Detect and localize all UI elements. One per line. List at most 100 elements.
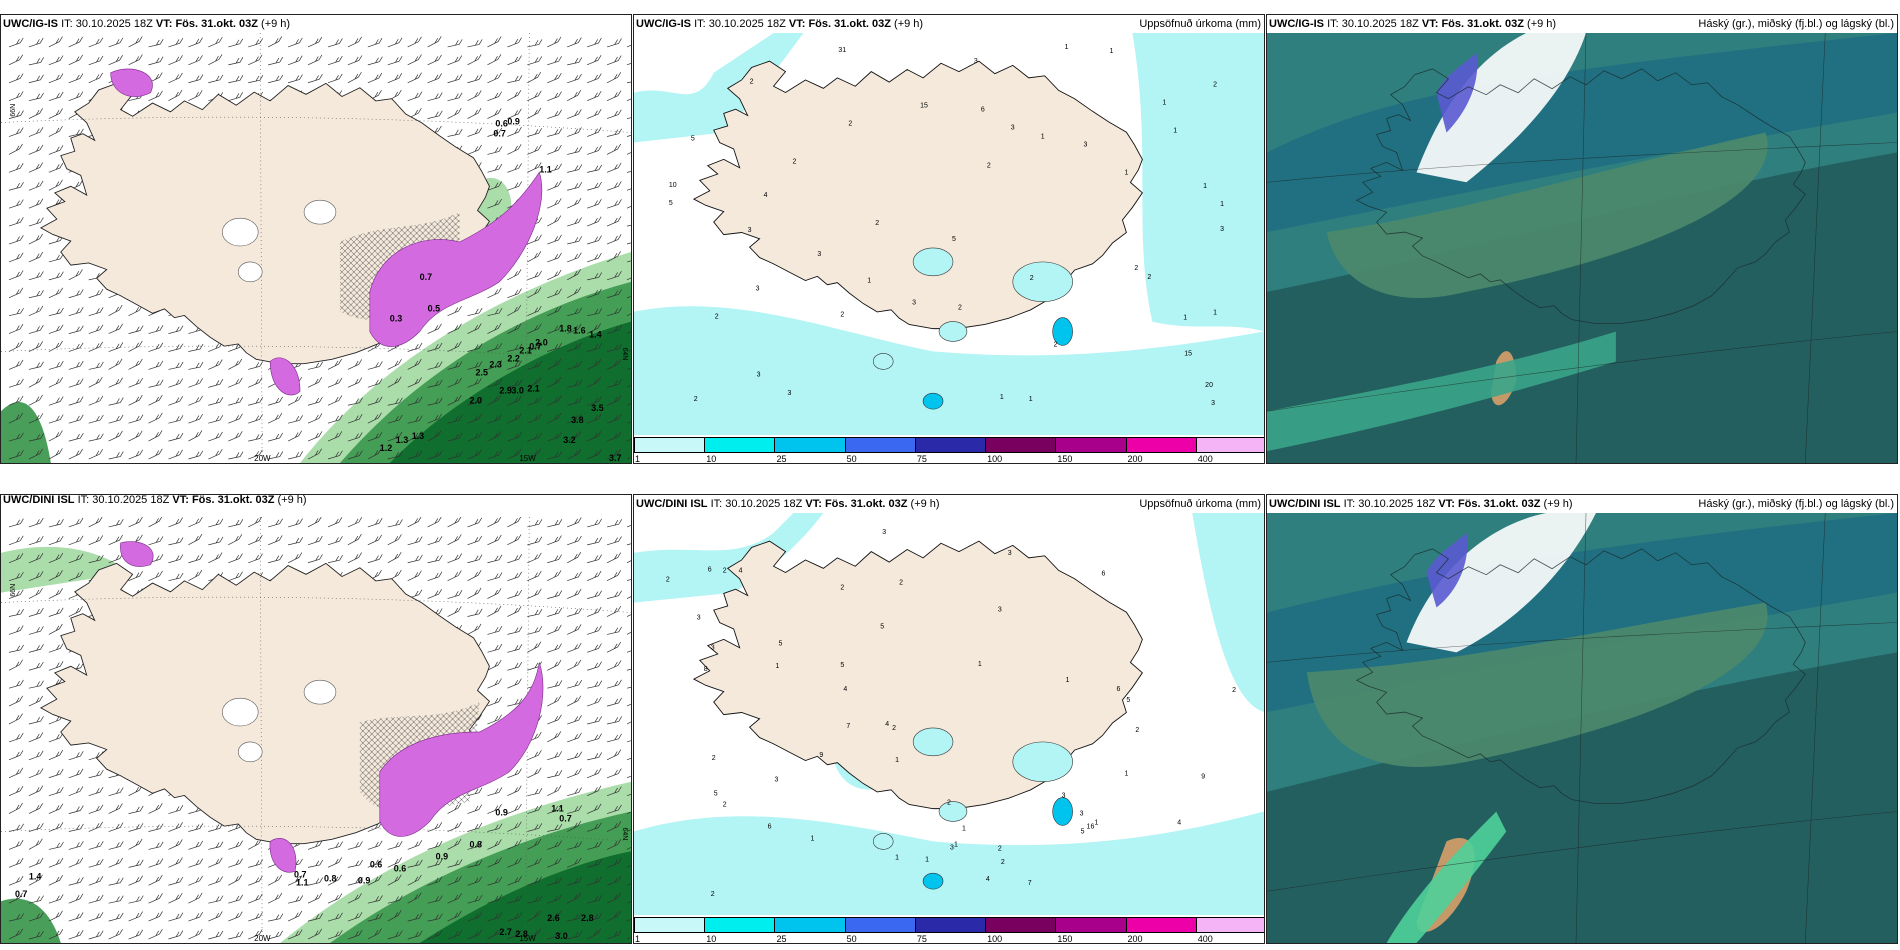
value-label: 2 (694, 396, 698, 403)
snow-area (110, 68, 153, 97)
value-label: 2 (711, 891, 715, 898)
value-label: 1.1 (539, 164, 551, 174)
value-label: 3 (912, 300, 916, 307)
value-label: 1.2 (380, 443, 392, 453)
colorbar-tick-label: 50 (846, 454, 857, 464)
graticule (1267, 513, 1897, 943)
iceland-land (692, 540, 1143, 810)
colorbar-tick-label: 150 (1057, 454, 1073, 464)
model-name: UWC/DINI ISL (1269, 498, 1341, 510)
value-label: 3 (711, 644, 715, 651)
value-label: 2 (892, 725, 896, 732)
value-label: 2.5 (475, 367, 487, 377)
panel-dini-clouds: UWC/DINI ISL IT: 30.10.2025 18Z VT: Fös.… (1266, 494, 1898, 944)
value-label: 1.6 (573, 326, 585, 336)
value-label: 5 (840, 662, 844, 669)
precip-patch (938, 321, 968, 342)
graticule (1, 33, 631, 463)
value-label: 6 (708, 567, 712, 574)
colorbar-swatch (1125, 917, 1197, 933)
value-label: 4 (843, 686, 847, 693)
colorbar-swatch (1195, 917, 1264, 933)
value-label: 1 (1041, 133, 1045, 140)
snow-area (269, 357, 301, 396)
cloud-layer (1326, 132, 1768, 299)
value-label: 1 (1066, 677, 1070, 684)
value-label: 3.0 (511, 385, 523, 395)
value-label: 9 (1201, 774, 1205, 781)
colorbar-tick-label: 75 (916, 934, 927, 944)
cloud-layer (1267, 652, 1897, 943)
value-label: 1 (1000, 394, 1004, 401)
value-label: 1 (1183, 315, 1187, 322)
panel-ig-is-precip: UWC/IG-IS IT: 30.10.2025 18Z VT: Fös. 31… (633, 14, 1265, 464)
value-label: 0.6 (370, 859, 382, 869)
valid-time: Fös. 31.okt. 03Z (824, 498, 908, 510)
value-label: 2 (848, 121, 852, 128)
colorbar-tick-label: 200 (1127, 934, 1143, 944)
value-label: 31 (838, 47, 846, 54)
colorbar: 1 10 25 50 75 100 150 200 400 (634, 435, 1264, 463)
lat-label: 66N (10, 584, 17, 597)
value-label: 2 (723, 568, 727, 575)
lat-label: 64N (621, 348, 628, 361)
value-label: 6 (768, 823, 772, 830)
value-label: 4 (986, 876, 990, 883)
value-label: 2 (1135, 727, 1139, 734)
value-label: 3 (1084, 141, 1088, 148)
panel-header: UWC/IG-IS IT: 30.10.2025 18Z VT: Fös. 31… (634, 15, 1264, 33)
colorbar-tick-label: 25 (776, 454, 787, 464)
value-label: 4 (739, 568, 743, 575)
colorbar-swatch (914, 917, 987, 933)
value-label: 3 (757, 371, 761, 378)
value-label: 1 (954, 841, 958, 848)
value-label: 4 (764, 192, 768, 199)
init-time: 30.10.2025 18Z (708, 18, 786, 30)
value-label: 3 (1062, 793, 1066, 800)
graticule (1267, 33, 1897, 463)
colorbar-swatch (704, 437, 776, 453)
value-label: 7 (1028, 880, 1032, 887)
value-label: 3 (882, 529, 886, 536)
colorbar-swatch (985, 437, 1057, 453)
value-label: 1.4 (29, 871, 41, 881)
precip-field (1192, 513, 1264, 713)
valid-time: Fös. 31.okt. 03Z (191, 494, 275, 506)
init-time: 30.10.2025 18Z (1341, 18, 1419, 30)
model-name: UWC/IG-IS (636, 18, 691, 30)
precip-patch (1012, 741, 1073, 782)
snow-area (379, 662, 544, 837)
value-label: 1 (1124, 169, 1128, 176)
precip-band (389, 321, 631, 463)
value-label: 4 (1177, 819, 1181, 826)
cloud-layer (1406, 513, 1596, 653)
value-label: 2 (1134, 265, 1138, 272)
value-label: 1.4 (589, 330, 601, 340)
value-label: 1 (1173, 128, 1177, 135)
value-label: 3 (697, 614, 701, 621)
value-label: 3 (748, 227, 752, 234)
valid-time: Fös. 31.okt. 03Z (808, 18, 891, 30)
colorbar-tick-label: 10 (706, 934, 717, 944)
colorbar-swatch (985, 917, 1057, 933)
precip-band (419, 851, 631, 943)
panel-ig-is-wind: UWC/IG-IS IT: 30.10.2025 18Z VT: Fös. 31… (0, 14, 632, 464)
cloud-layer (1436, 52, 1478, 133)
value-label: 8 (704, 666, 708, 673)
panel-header: UWC/IG-IS IT: 30.10.2025 18Z VT: Fös. 31… (1, 15, 631, 33)
value-label: 5 (1126, 697, 1130, 704)
precip-field (1132, 33, 1264, 332)
valid-time: Fös. 31.okt. 03Z (175, 18, 258, 30)
value-label: 3.0 (555, 931, 567, 941)
map-area: 20W 15W 66N 64N 0.6 0.9 0.7 1.1 1.8 1.6 1.4 0.7 2.0 2… (1, 33, 631, 463)
colorbar-swatch (774, 917, 846, 933)
value-label: 0.7 (294, 869, 306, 879)
heavy-precip (922, 872, 944, 890)
value-label: 0.7 (559, 814, 571, 824)
value-label: 1.1 (296, 877, 308, 887)
colorbar-swatch (844, 917, 916, 933)
value-label: 1 (895, 757, 899, 764)
value-label: 2.8 (515, 929, 527, 939)
value-label: 2 (712, 755, 716, 762)
cloud-layer (1386, 811, 1507, 943)
